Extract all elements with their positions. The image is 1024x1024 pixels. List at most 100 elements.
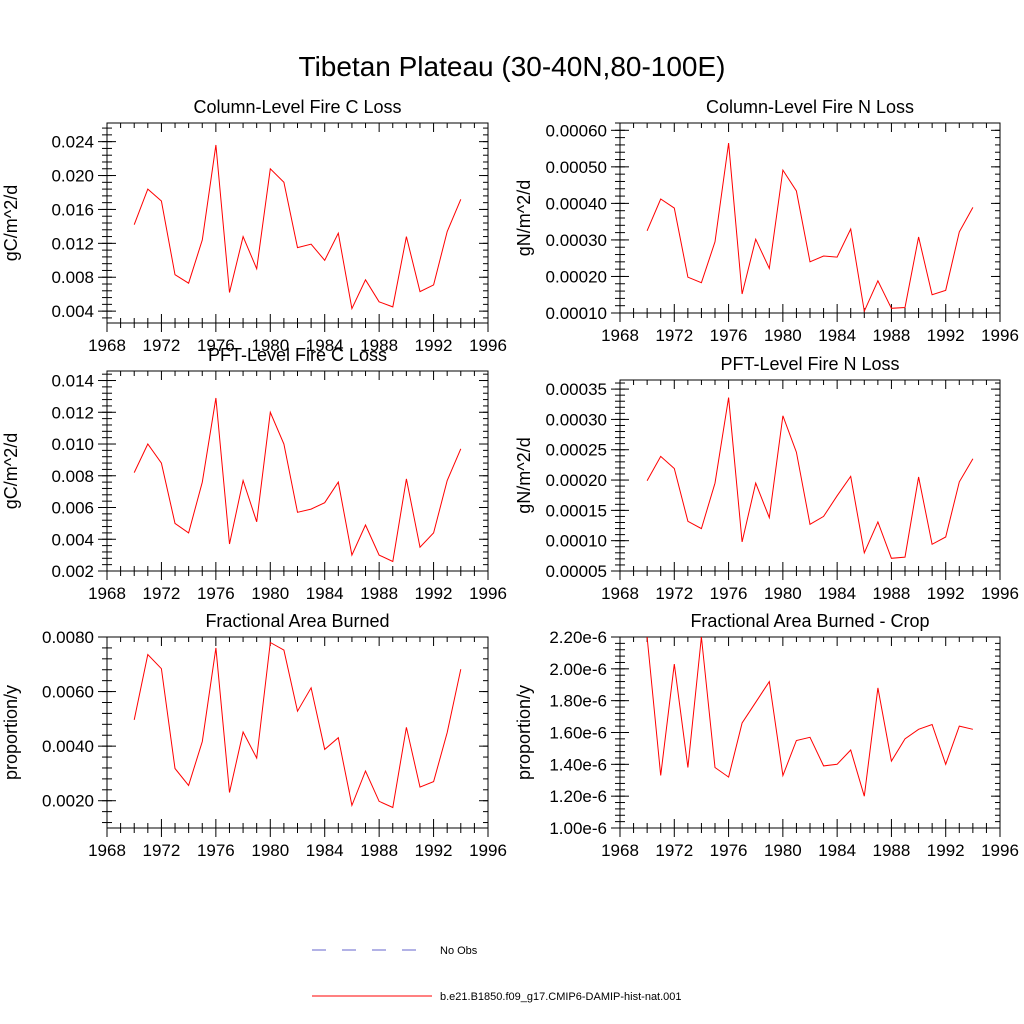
y-tick-label: 0.0020 bbox=[42, 792, 94, 811]
x-tick-label: 1976 bbox=[710, 326, 748, 345]
y-tick-label: 0.00030 bbox=[546, 231, 607, 250]
x-tick-label: 1984 bbox=[818, 841, 856, 860]
y-tick-label: 1.60e-6 bbox=[549, 724, 607, 743]
series-line bbox=[133, 641, 462, 809]
x-tick-label: 1980 bbox=[251, 841, 289, 860]
panel-title: Column-Level Fire N Loss bbox=[706, 97, 914, 117]
x-tick-label: 1972 bbox=[655, 841, 693, 860]
plot-frame bbox=[619, 379, 1001, 572]
x-tick-label: 1980 bbox=[764, 841, 802, 860]
x-tick-label: 1968 bbox=[88, 336, 126, 355]
x-tick-label: 1988 bbox=[360, 841, 398, 860]
y-tick-label: 0.002 bbox=[51, 562, 94, 581]
legend-label-model: b.e21.B1850.f09_g17.CMIP6-DAMIP-hist-nat… bbox=[440, 991, 682, 1003]
x-tick-label: 1972 bbox=[143, 841, 181, 860]
x-tick-label: 1992 bbox=[927, 326, 965, 345]
x-tick-label: 1992 bbox=[415, 336, 453, 355]
panels: Column-Level Fire C Loss gC/m^2/d 1968 1972… bbox=[1, 97, 1019, 860]
x-tick-label: 1980 bbox=[251, 336, 289, 355]
y-tick-label: 1.80e-6 bbox=[549, 692, 607, 711]
y-tick-label: 0.00010 bbox=[546, 532, 607, 551]
y-tick-label: 0.004 bbox=[51, 530, 94, 549]
series-line bbox=[133, 397, 462, 563]
series-line bbox=[646, 636, 974, 797]
x-tick-label: 1996 bbox=[469, 584, 507, 603]
x-tick-label: 1968 bbox=[88, 584, 126, 603]
y-axis-label: gC/m^2/d bbox=[1, 433, 21, 509]
panel-title: PFT-Level Fire N Loss bbox=[720, 354, 899, 374]
y-tick-label: 0.0060 bbox=[42, 683, 94, 702]
y-tick-label: 0.008 bbox=[51, 268, 94, 287]
y-tick-label: 0.00060 bbox=[546, 121, 607, 140]
x-tick-label: 1996 bbox=[981, 841, 1019, 860]
plot-frame bbox=[619, 122, 1001, 314]
y-axis-label: gN/m^2/d bbox=[514, 437, 534, 513]
series-line bbox=[646, 397, 974, 559]
y-tick-label: 1.20e-6 bbox=[549, 787, 607, 806]
x-tick-label: 1968 bbox=[88, 841, 126, 860]
x-tick-label: 1976 bbox=[197, 584, 235, 603]
plot-frame bbox=[106, 370, 489, 572]
chart-panel-4: PFT-Level Fire N Loss gN/m^2/d 1968 1972 197… bbox=[514, 354, 1019, 603]
x-tick-label: 1980 bbox=[251, 584, 289, 603]
x-tick-label: 1992 bbox=[415, 841, 453, 860]
panel-title: Column-Level Fire C Loss bbox=[193, 97, 401, 117]
x-tick-label: 1996 bbox=[469, 841, 507, 860]
x-tick-label: 1968 bbox=[601, 841, 639, 860]
legend: No Obs b.e21.B1850.f09_g17.CMIP6-DAMIP-h… bbox=[312, 945, 682, 1003]
y-tick-label: 0.00005 bbox=[546, 562, 607, 581]
y-tick-label: 1.00e-6 bbox=[549, 819, 607, 838]
x-tick-label: 1976 bbox=[197, 336, 235, 355]
y-axis-label: proportion/y bbox=[1, 685, 21, 780]
plot-frame bbox=[619, 636, 1001, 829]
y-tick-label: 0.006 bbox=[51, 499, 94, 518]
panel-title: PFT-Level Fire C Loss bbox=[208, 345, 387, 365]
legend-label-no-obs: No Obs bbox=[440, 945, 478, 957]
x-tick-label: 1976 bbox=[710, 584, 748, 603]
chart-panel-2: Column-Level Fire N Loss gN/m^2/d 1968 1972… bbox=[514, 97, 1019, 345]
y-tick-label: 0.004 bbox=[51, 302, 94, 321]
x-tick-label: 1992 bbox=[927, 584, 965, 603]
y-tick-label: 0.00020 bbox=[546, 471, 607, 490]
y-tick-label: 0.00050 bbox=[546, 158, 607, 177]
y-axis-label: proportion/y bbox=[514, 685, 534, 780]
y-axis-label: gN/m^2/d bbox=[514, 180, 534, 256]
x-tick-label: 1968 bbox=[601, 584, 639, 603]
y-tick-label: 0.00030 bbox=[546, 410, 607, 429]
x-tick-label: 1984 bbox=[306, 336, 344, 355]
x-tick-label: 1984 bbox=[306, 584, 344, 603]
y-tick-label: 1.40e-6 bbox=[549, 755, 607, 774]
y-tick-label: 2.00e-6 bbox=[549, 660, 607, 679]
y-tick-label: 0.008 bbox=[51, 467, 94, 486]
x-tick-label: 1968 bbox=[601, 326, 639, 345]
chart-panel-1: Column-Level Fire C Loss gC/m^2/d 1968 1972… bbox=[1, 97, 507, 355]
x-tick-label: 1996 bbox=[469, 336, 507, 355]
x-tick-label: 1980 bbox=[764, 584, 802, 603]
x-tick-label: 1996 bbox=[981, 326, 1019, 345]
y-tick-label: 0.0080 bbox=[42, 628, 94, 647]
y-tick-label: 0.012 bbox=[51, 234, 94, 253]
series-line bbox=[646, 143, 974, 313]
x-tick-label: 1992 bbox=[415, 584, 453, 603]
x-tick-label: 1984 bbox=[306, 841, 344, 860]
chart-panel-3: PFT-Level Fire C Loss gC/m^2/d 1968 1972 197… bbox=[1, 345, 507, 603]
y-tick-label: 0.020 bbox=[51, 167, 94, 186]
series-line bbox=[133, 144, 462, 311]
x-tick-label: 1988 bbox=[873, 584, 911, 603]
y-tick-label: 0.00040 bbox=[546, 194, 607, 213]
x-tick-label: 1988 bbox=[873, 326, 911, 345]
x-tick-label: 1988 bbox=[873, 841, 911, 860]
x-tick-label: 1984 bbox=[818, 326, 856, 345]
chart-panel-6: Fractional Area Burned - Crop proportion/… bbox=[514, 611, 1019, 860]
x-tick-label: 1984 bbox=[818, 584, 856, 603]
y-axis-label: gC/m^2/d bbox=[1, 185, 21, 261]
figure-title: Tibetan Plateau (30-40N,80-100E) bbox=[299, 51, 726, 82]
x-tick-label: 1976 bbox=[710, 841, 748, 860]
x-tick-label: 1996 bbox=[981, 584, 1019, 603]
x-tick-label: 1980 bbox=[764, 326, 802, 345]
y-tick-label: 0.00010 bbox=[546, 304, 607, 323]
y-tick-label: 0.012 bbox=[51, 403, 94, 422]
y-tick-label: 0.00020 bbox=[546, 267, 607, 286]
y-tick-label: 0.016 bbox=[51, 200, 94, 219]
